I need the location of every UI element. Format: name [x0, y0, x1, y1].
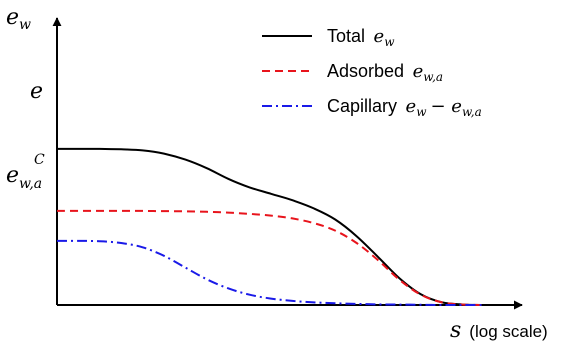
series-line-total [57, 147, 486, 306]
legend-label-adsorbed: Adsorbed ew,a [327, 61, 443, 84]
legend-label-total-sub: w [384, 35, 395, 49]
y-marker-e-main: e [30, 79, 43, 104]
y-axis-label-main: e [6, 5, 19, 30]
legend-label-total-text: Total [327, 26, 365, 46]
legend-label-capillary: Capillary ew − ew,a [327, 96, 482, 119]
legend-label-adsorbed-sub: w,a [423, 70, 443, 84]
y-marker-ewaC-main: e [6, 163, 19, 188]
curves [56, 147, 486, 306]
legend-label-adsorbed-text: Adsorbed [327, 61, 404, 81]
legend-label-adsorbed-math: e [413, 61, 424, 82]
x-axis-label: s (log scale) [450, 318, 548, 343]
y-marker-ewaC: ew,a C [6, 152, 45, 192]
legend-label-capillary-suffix: − e [430, 96, 461, 117]
y-marker-ewaC-sup: C [34, 152, 45, 168]
y-marker-e: e [30, 79, 43, 104]
legend-label-capillary-text: Capillary [327, 96, 397, 116]
y-axis-label-sub: w [19, 17, 31, 33]
series-line-adsorbed [57, 209, 486, 306]
series-line-capillary [56, 239, 485, 306]
legend-label-capillary-suffix-sub: w,a [462, 105, 482, 119]
y-axis-label: ew [6, 5, 31, 33]
legend: Total ew Adsorbed ew,a Capillary ew − ew,… [262, 26, 482, 119]
x-axis-label-note: (log scale) [469, 322, 547, 341]
legend-label-capillary-math: e [406, 96, 417, 117]
legend-label-capillary-sub: w [416, 105, 427, 119]
legend-label-total: Total ew [327, 26, 395, 49]
x-axis-label-math: s [450, 318, 461, 343]
y-marker-ewaC-sub: w,a [19, 176, 42, 192]
legend-label-total-math: e [374, 26, 385, 47]
